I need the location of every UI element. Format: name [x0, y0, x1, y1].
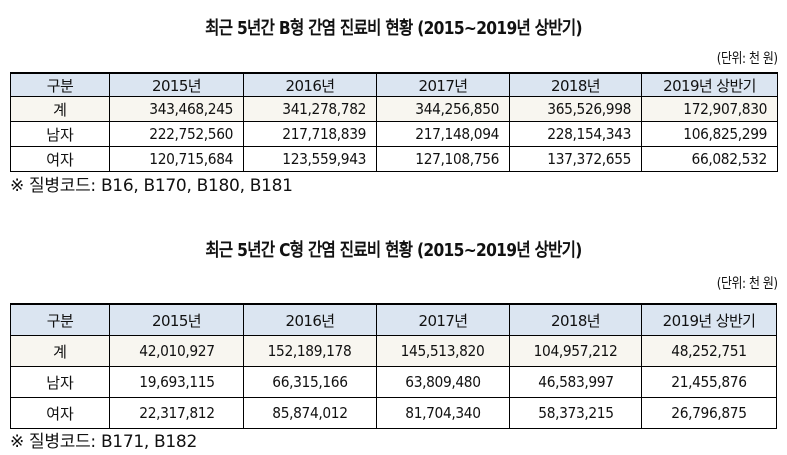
- hepatitis-b-cost-table: 구분 2015년 2016년 2017년 2018년 2019년 상반기 계 3…: [10, 72, 778, 172]
- cell-2018: 104,957,212: [509, 335, 642, 367]
- cell-2015: 222,752,560: [109, 121, 244, 147]
- cell-2019-h1: 66,082,532: [641, 146, 778, 172]
- cell-2017: 63,809,480: [376, 366, 510, 398]
- column-header-2015: 2015년: [109, 303, 244, 336]
- table-row-total: 계 42,010,927 152,189,178 145,513,820 104…: [10, 335, 777, 367]
- table-row-total: 계 343,468,245 341,278,782 344,256,850 36…: [10, 96, 778, 122]
- cell-2017: 81,704,340: [376, 397, 510, 429]
- column-header-2019-h1: 2019년 상반기: [641, 303, 777, 336]
- cell-2019-h1: 172,907,830: [641, 96, 778, 122]
- row-label: 남자: [10, 121, 110, 147]
- cell-2016: 341,278,782: [243, 96, 377, 122]
- cell-2016: 66,315,166: [243, 366, 377, 398]
- row-label: 남자: [10, 366, 110, 398]
- cell-2016: 217,718,839: [243, 121, 377, 147]
- table-c-title: 최근 5년간 C형 간염 진료비 현황 (2015~2019년 상반기): [205, 240, 582, 261]
- column-header-2016: 2016년: [243, 72, 377, 97]
- column-header-category: 구분: [10, 303, 110, 336]
- column-header-2019-h1: 2019년 상반기: [641, 72, 778, 97]
- row-label: 계: [10, 96, 110, 122]
- cell-2019-h1: 21,455,876: [641, 366, 777, 398]
- cell-2016: 152,189,178: [243, 335, 377, 367]
- column-header-2016: 2016년: [243, 303, 377, 336]
- cell-2018: 365,526,998: [509, 96, 642, 122]
- cell-2017: 344,256,850: [376, 96, 510, 122]
- column-header-2015: 2015년: [109, 72, 244, 97]
- table-header-row: 구분 2015년 2016년 2017년 2018년 2019년 상반기: [10, 303, 777, 336]
- cell-2018: 137,372,655: [509, 146, 642, 172]
- table-c-unit: (단위: 천 원): [717, 276, 778, 292]
- cell-2015: 19,693,115: [109, 366, 244, 398]
- table-row-male: 남자 222,752,560 217,718,839 217,148,094 2…: [10, 121, 778, 147]
- cell-2018: 228,154,343: [509, 121, 642, 147]
- cell-2018: 58,373,215: [509, 397, 642, 429]
- cell-2017: 127,108,756: [376, 146, 510, 172]
- cell-2016: 85,874,012: [243, 397, 377, 429]
- cell-2016: 123,559,943: [243, 146, 377, 172]
- row-label: 여자: [10, 397, 110, 429]
- cell-2019-h1: 106,825,299: [641, 121, 778, 147]
- column-header-2017: 2017년: [376, 72, 510, 97]
- table-header-row: 구분 2015년 2016년 2017년 2018년 2019년 상반기: [10, 72, 778, 97]
- cell-2019-h1: 26,796,875: [641, 397, 777, 429]
- column-header-category: 구분: [10, 72, 110, 97]
- cell-2015: 22,317,812: [109, 397, 244, 429]
- column-header-2017: 2017년: [376, 303, 510, 336]
- column-header-2018: 2018년: [509, 72, 642, 97]
- table-row-male: 남자 19,693,115 66,315,166 63,809,480 46,5…: [10, 366, 777, 398]
- cell-2015: 42,010,927: [109, 335, 244, 367]
- cell-2015: 343,468,245: [109, 96, 244, 122]
- table-row-female: 여자 22,317,812 85,874,012 81,704,340 58,3…: [10, 397, 777, 429]
- cell-2018: 46,583,997: [509, 366, 642, 398]
- table-b-title: 최근 5년간 B형 간염 진료비 현황 (2015~2019년 상반기): [205, 18, 582, 39]
- cell-2017: 217,148,094: [376, 121, 510, 147]
- row-label: 계: [10, 335, 110, 367]
- table-row-female: 여자 120,715,684 123,559,943 127,108,756 1…: [10, 146, 778, 172]
- hepatitis-c-cost-table: 구분 2015년 2016년 2017년 2018년 2019년 상반기 계 4…: [10, 303, 777, 429]
- cell-2019-h1: 48,252,751: [641, 335, 777, 367]
- table-c-disease-code-note: ※ 질병코드: B171, B182: [10, 432, 197, 452]
- table-b-disease-code-note: ※ 질병코드: B16, B170, B180, B181: [10, 176, 293, 196]
- row-label: 여자: [10, 146, 110, 172]
- table-b-unit: (단위: 천 원): [717, 51, 778, 67]
- cell-2015: 120,715,684: [109, 146, 244, 172]
- column-header-2018: 2018년: [509, 303, 642, 336]
- cell-2017: 145,513,820: [376, 335, 510, 367]
